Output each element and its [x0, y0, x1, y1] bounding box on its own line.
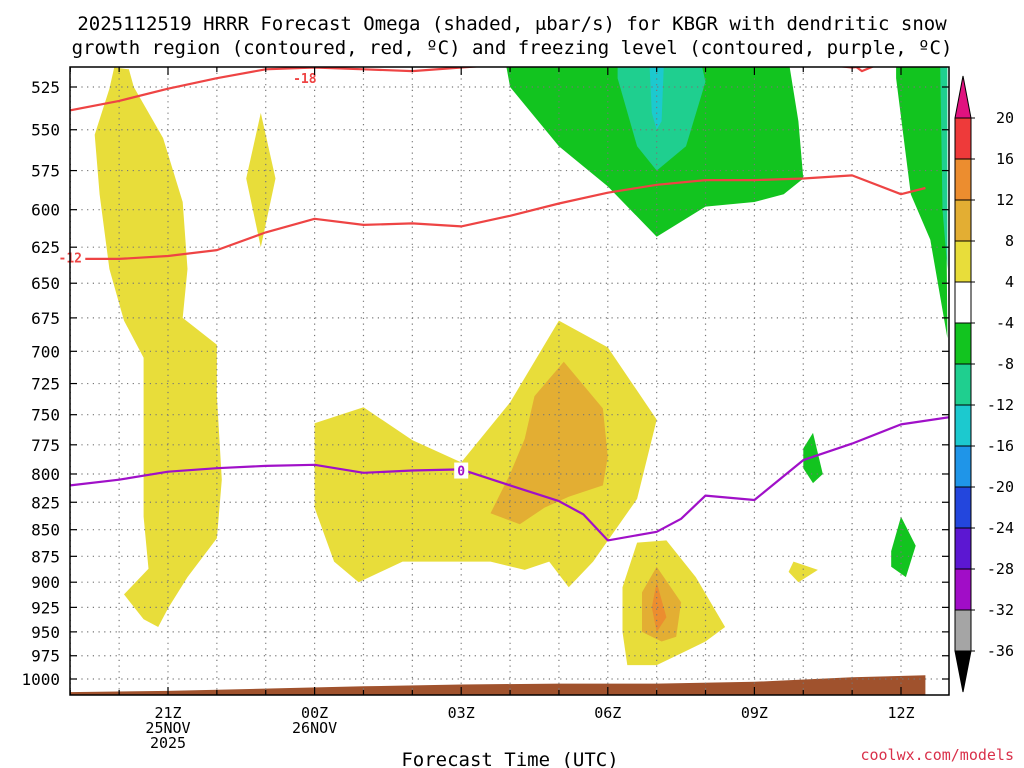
- y-tick-label: 875: [31, 547, 60, 566]
- x-tick-label: 03Z: [448, 704, 475, 722]
- colorbar-top-arrow: [954, 75, 972, 119]
- y-tick-label: 1000: [21, 670, 60, 689]
- dgz-minus18-line-label-bg: [289, 70, 320, 87]
- colorbar: 20 16 12 8 4 -4 -8 -12 -16 -20 -24 -28 -32 -36: [954, 75, 1014, 693]
- colorbar-tick-label: -36: [987, 642, 1014, 660]
- ground-strip: [70, 675, 926, 695]
- colorbar-bin: [954, 117, 972, 160]
- colorbar-bin: [954, 527, 972, 570]
- y-axis: 525 550 575 600 625 650 675 700 725 750 775 800 825 8…: [21, 78, 949, 689]
- yellow-region-east-blob: [788, 561, 818, 583]
- x-tick-label: 12Z: [887, 704, 914, 722]
- colorbar-bin: [954, 281, 972, 324]
- colorbar-bottom-arrow: [954, 650, 972, 693]
- dgz-minus12-line: [70, 174, 926, 260]
- colorbar-tick-label: 20: [996, 109, 1014, 127]
- colorbar-tick-label: -28: [987, 560, 1014, 578]
- y-tick-label: 700: [31, 342, 60, 361]
- y-tick-label: 750: [31, 406, 60, 425]
- y-tick-label: 650: [31, 274, 60, 293]
- x-tick-label: 00Z: [301, 704, 328, 722]
- contour-lines: [70, 67, 949, 542]
- watermark-text: coolwx.com/models: [860, 746, 1014, 764]
- y-tick-label: 625: [31, 238, 60, 257]
- colorbar-bin: [954, 445, 972, 488]
- x-tick-label: 2025: [150, 734, 186, 752]
- x-tick-label: 09Z: [741, 704, 768, 722]
- freezing-level-line-label: 0: [457, 465, 465, 480]
- green-region-small-2: [891, 516, 916, 578]
- colorbar-tick-label: -8: [996, 355, 1014, 373]
- colorbar-tick-label: -16: [987, 437, 1014, 455]
- teal-region-east: [940, 67, 948, 269]
- y-tick-label: 825: [31, 493, 60, 512]
- green-region-east: [896, 67, 948, 339]
- y-tick-label: 675: [31, 309, 60, 328]
- y-tick-label: 725: [31, 375, 60, 394]
- y-tick-label: 950: [31, 623, 60, 642]
- y-tick-label: 550: [31, 121, 60, 140]
- dark-orange-region-south: [651, 582, 667, 632]
- colorbar-bin: [954, 158, 972, 201]
- y-tick-label: 525: [31, 78, 60, 97]
- chart-title-line-2: growth region (contoured, red, ºC) and f…: [72, 37, 953, 59]
- dgz-minus18-line-label: -18: [293, 72, 317, 87]
- chart-title-line-1: 2025112519 HRRR Forecast Omega (shaded, …: [77, 13, 947, 35]
- colorbar-bin: [954, 404, 972, 447]
- dgz-minus18-line-east: [854, 67, 875, 73]
- freezing-level-line: [70, 416, 949, 542]
- colorbar-tick-label: 4: [1005, 273, 1014, 291]
- contour-labels: -18-120: [55, 70, 469, 480]
- x-tick-label: 26NOV: [292, 719, 337, 737]
- colorbar-bin: [954, 322, 972, 365]
- y-tick-label: 575: [31, 162, 60, 181]
- colorbar-tick-label: 12: [996, 191, 1014, 209]
- yellow-region-sliver: [246, 112, 276, 248]
- colorbar-bin: [954, 363, 972, 406]
- colorbar-tick-label: 16: [996, 150, 1014, 168]
- x-tick-label: 25NOV: [145, 719, 190, 737]
- y-tick-label: 850: [31, 521, 60, 540]
- dgz-minus18-line: [70, 67, 867, 112]
- colorbar-tick-label: -24: [987, 519, 1014, 537]
- colorbar-bin: [954, 240, 972, 283]
- colorbar-tick-label: -20: [987, 478, 1014, 496]
- freezing-level-line-label-bg: [454, 462, 469, 479]
- green-region-small-1: [803, 432, 823, 484]
- omega-shading: [70, 67, 948, 695]
- orange-region-central: [490, 361, 608, 525]
- colorbar-bin: [954, 199, 972, 242]
- y-tick-label: 925: [31, 598, 60, 617]
- colorbar-bin: [954, 609, 972, 652]
- y-tick-label: 975: [31, 647, 60, 666]
- colorbar-tick-label: -32: [987, 601, 1014, 619]
- x-axis-label: Forecast Time (UTC): [401, 749, 618, 768]
- colorbar-bin: [954, 486, 972, 529]
- cyan-region-north: [649, 67, 664, 130]
- y-tick-label: 775: [31, 436, 60, 455]
- y-tick-label: 900: [31, 573, 60, 592]
- colorbar-tick-label: -12: [987, 396, 1014, 414]
- x-tick-label: 06Z: [594, 704, 621, 722]
- y-tick-label: 800: [31, 465, 60, 484]
- y-tick-label: 600: [31, 201, 60, 220]
- yellow-region-west: [94, 67, 222, 627]
- colorbar-bin: [954, 568, 972, 611]
- colorbar-tick-label: 8: [1005, 232, 1014, 250]
- plot-area: -18-120: [55, 66, 950, 696]
- colorbar-tick-label: -4: [996, 314, 1014, 332]
- x-tick-label: 21Z: [154, 704, 181, 722]
